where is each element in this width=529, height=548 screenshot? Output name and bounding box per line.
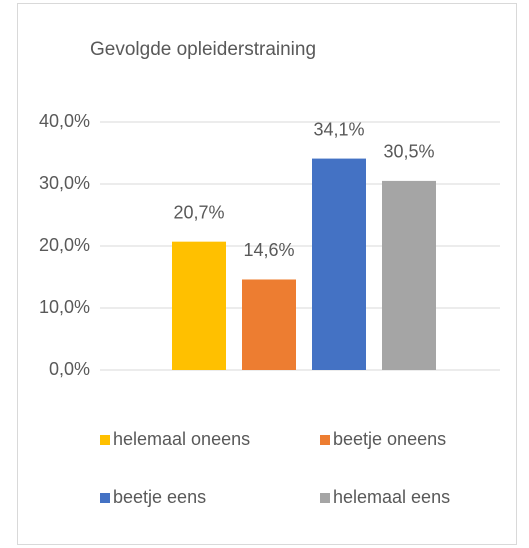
legend-swatch [320, 435, 330, 445]
y-tick-label: 40,0% [39, 111, 90, 131]
legend-swatch [320, 493, 330, 503]
y-tick-label: 10,0% [39, 297, 90, 317]
chart-border [17, 3, 517, 545]
legend-label: helemaal eens [333, 487, 450, 507]
bar [172, 241, 226, 370]
y-tick-label: 20,0% [39, 235, 90, 255]
bar [242, 279, 296, 370]
bar [382, 180, 436, 370]
data-label: 14,6% [243, 240, 294, 260]
data-label: 20,7% [173, 202, 224, 222]
chart-title: Gevolgde opleiderstraining [90, 39, 316, 60]
legend-label: helemaal oneens [113, 429, 250, 449]
y-tick-label: 30,0% [39, 173, 90, 193]
data-label: 30,5% [383, 142, 434, 162]
y-tick-label: 0,0% [49, 359, 90, 379]
legend-label: beetje oneens [333, 429, 446, 449]
legend-swatch [100, 435, 110, 445]
legend-label: beetje eens [113, 487, 206, 507]
data-label: 34,1% [313, 119, 364, 139]
legend-swatch [100, 493, 110, 503]
bar [312, 158, 366, 370]
